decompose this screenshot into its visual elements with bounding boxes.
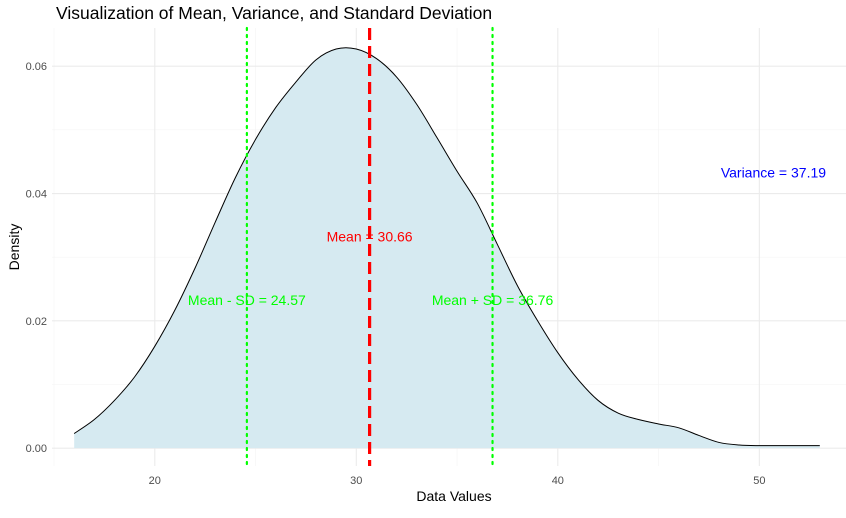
variance-label: Variance = 37.19 [721, 165, 826, 181]
mean-plus-sd-label: Mean + SD = 36.76 [432, 292, 554, 308]
mean-label: Mean = 30.66 [327, 228, 413, 244]
chart-title: Visualization of Mean, Variance, and Sta… [56, 3, 492, 23]
density-fill [74, 47, 820, 449]
y-tick-label: 0.06 [26, 61, 47, 73]
y-axis-title: Density [6, 224, 22, 271]
annotations: Mean = 30.66 Mean - SD = 24.57 Mean + SD =… [188, 165, 826, 308]
y-tick-label: 0.00 [26, 443, 47, 455]
x-tick-label: 40 [552, 475, 564, 487]
mean-minus-sd-label: Mean - SD = 24.57 [188, 292, 306, 308]
x-tick-label: 30 [350, 475, 362, 487]
density-area [73, 47, 820, 449]
x-tick-label: 20 [149, 475, 161, 487]
x-axis-title: Data Values [416, 488, 491, 504]
tick-labels: 20 30 40 50 0.00 0.02 0.04 0.06 [26, 61, 766, 487]
reference-lines [245, 26, 494, 468]
y-tick-label: 0.04 [26, 189, 47, 201]
density-curve [73, 47, 820, 447]
x-tick-label: 50 [753, 475, 765, 487]
y-tick-label: 0.02 [26, 316, 47, 328]
